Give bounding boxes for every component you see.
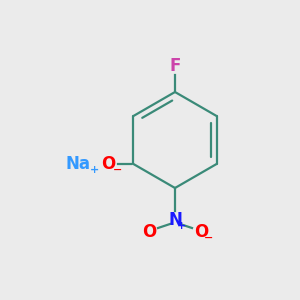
Text: O: O [142,223,156,241]
Text: −: − [204,233,214,243]
Text: −: − [113,165,122,175]
Text: +: + [90,165,99,175]
Text: O: O [194,223,208,241]
Text: N: N [168,211,182,229]
Text: Na: Na [66,155,91,173]
Text: O: O [101,155,116,173]
Text: +: + [176,221,186,231]
Text: F: F [169,57,181,75]
